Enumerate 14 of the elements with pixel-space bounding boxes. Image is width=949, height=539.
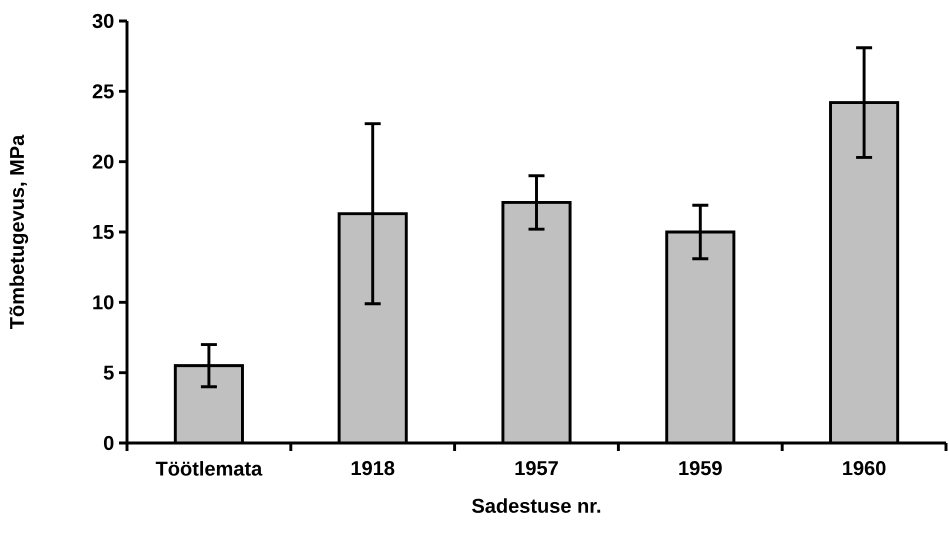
y-tick-label: 5 xyxy=(104,366,114,380)
y-tick-label: 25 xyxy=(92,84,114,98)
x-axis-title: Sadestuse nr. xyxy=(472,498,600,513)
y-tick-label: 20 xyxy=(92,154,114,169)
x-tick-label: Töötlemata xyxy=(156,461,262,476)
x-tick-label: 1960 xyxy=(843,461,886,476)
x-tick-label: 1918 xyxy=(352,461,394,476)
x-tick-label: 1957 xyxy=(516,461,558,476)
y-tick-label: 15 xyxy=(93,225,114,239)
y-tick-label: 30 xyxy=(92,14,114,28)
x-tick-label: 1959 xyxy=(679,461,722,476)
y-axis-title: Tõmbetugevus, MPa xyxy=(9,134,28,330)
y-tick-label: 0 xyxy=(104,436,114,450)
y-tick-label: 10 xyxy=(93,295,114,310)
